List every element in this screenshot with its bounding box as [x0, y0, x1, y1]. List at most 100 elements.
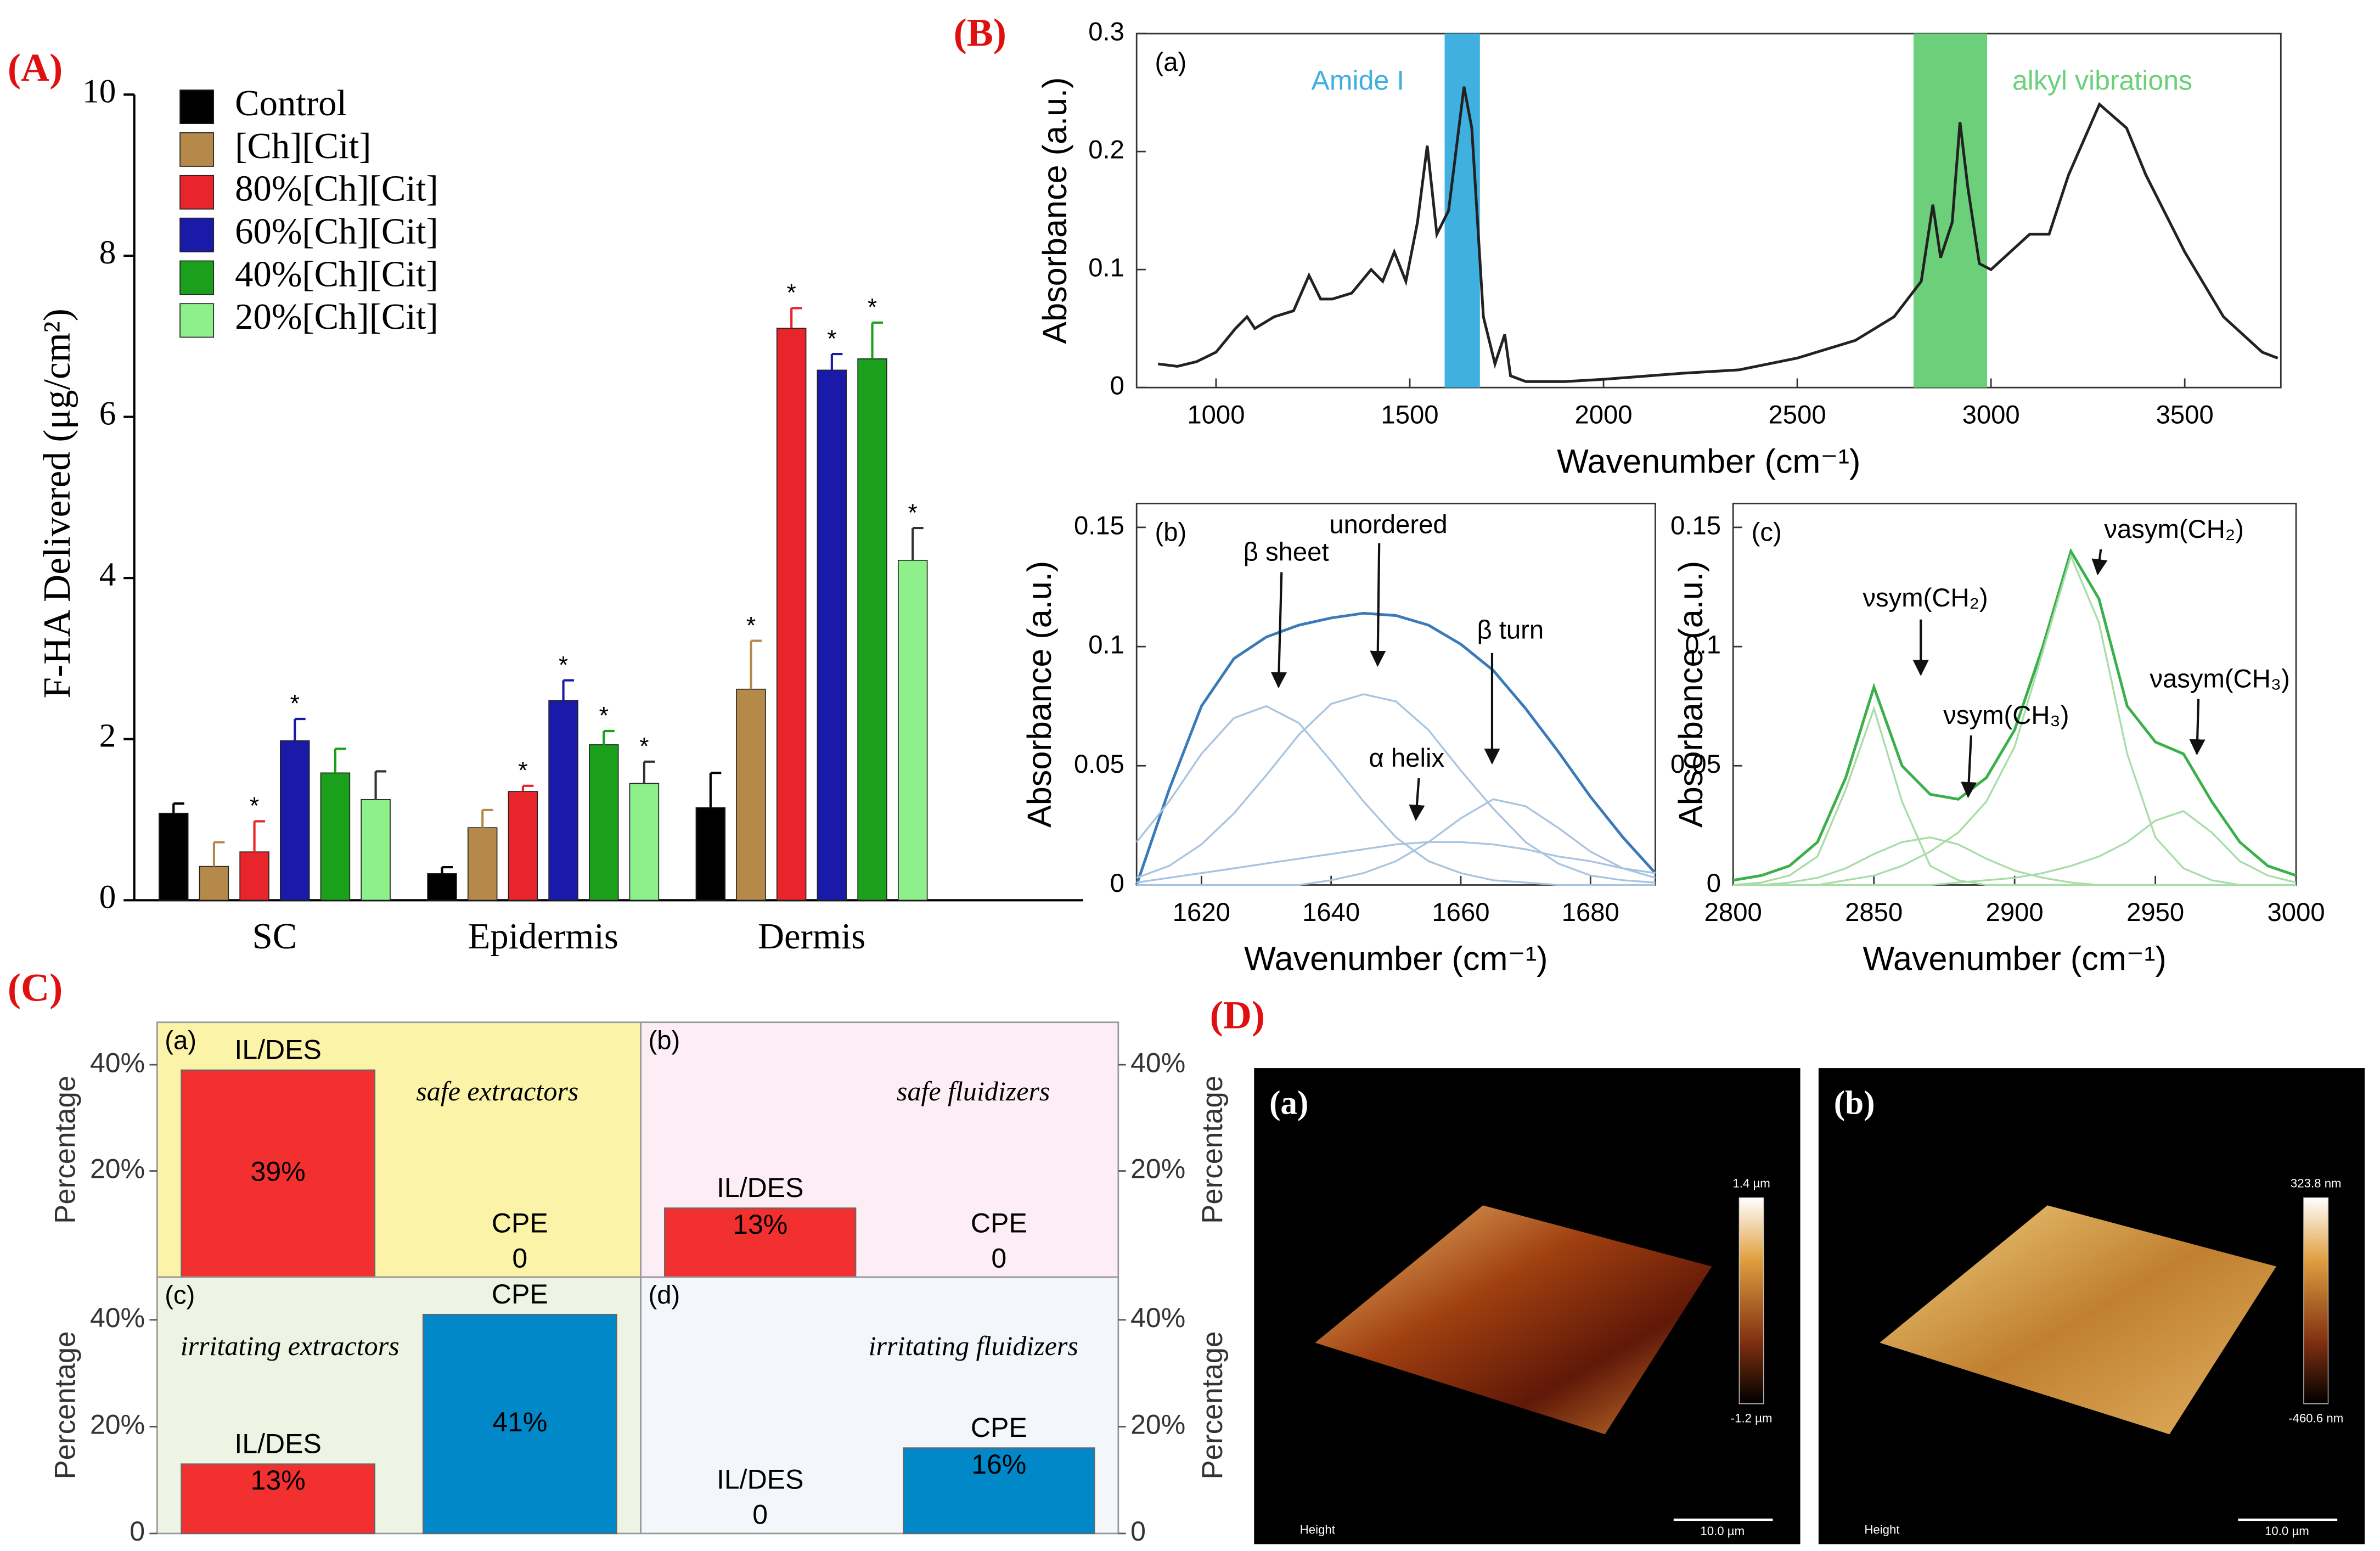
x-axis-label: Wavenumber (cm⁻¹)	[1244, 940, 1548, 977]
y-tick-label: 0.3	[1088, 18, 1124, 47]
x-tick-label: 2900	[1986, 898, 2044, 927]
line-series	[1136, 693, 1656, 884]
y-tick-label: 2	[99, 717, 116, 755]
x-tick-label: 2800	[1704, 898, 1762, 927]
panel-tag: (c)	[165, 1281, 195, 1310]
y-tick-label: 4	[99, 556, 116, 593]
y-tick-label: 20%	[90, 1154, 145, 1184]
line-series	[1135, 611, 1657, 886]
afm-surface	[1880, 1205, 2276, 1435]
y-tick-label: 40%	[1130, 1047, 1185, 1078]
bar	[548, 700, 578, 901]
bar	[422, 1313, 617, 1535]
line-series	[1135, 705, 1656, 886]
legend-swatch	[179, 175, 215, 210]
x-tick-label: 1640	[1302, 898, 1360, 927]
afm-colorbar	[2303, 1197, 2329, 1404]
bar	[508, 791, 538, 901]
x-tick-label: 2500	[1769, 400, 1826, 429]
legend-swatch	[179, 132, 215, 167]
annotation: α helix	[1369, 744, 1444, 773]
x-axis-label: Wavenumber (cm⁻¹)	[1557, 442, 1860, 480]
line-series	[1157, 86, 2278, 383]
line-series	[1136, 798, 1656, 886]
x-tick-label: 1500	[1381, 400, 1438, 429]
annotation: νasym(CH₃)	[2150, 664, 2289, 693]
bar	[280, 740, 310, 901]
legend-swatch	[179, 303, 215, 338]
y-tick-label: 0.1	[1088, 631, 1124, 660]
panel-tag: (d)	[649, 1281, 680, 1310]
significance-mark: *	[908, 499, 918, 526]
band-label: alkyl vibrations	[2012, 65, 2192, 95]
x-tick-label: 3000	[1962, 400, 2020, 429]
value-label: 39%	[251, 1156, 306, 1187]
x-tick-label: 2000	[1574, 400, 1632, 429]
panel-label: (A)	[8, 46, 63, 89]
bar	[361, 799, 391, 901]
y-tick-label: 20%	[1130, 1409, 1185, 1440]
category-label: IL/DES	[234, 1428, 322, 1459]
afm-tag: (a)	[1269, 1084, 1308, 1122]
afm-caption: Height	[1864, 1522, 1900, 1536]
band	[1913, 33, 1988, 388]
plot-frame	[1135, 503, 1656, 886]
legend-label: 80%[Ch][Cit]	[235, 169, 438, 209]
significance-mark: *	[787, 279, 796, 306]
bar	[588, 744, 619, 901]
category-label: IL/DES	[717, 1172, 804, 1203]
y-axis-label: F-HA Delivered (μg/cm²)	[36, 308, 78, 698]
bar	[467, 827, 498, 901]
y-tick-label: 10	[82, 72, 116, 110]
category-label: CPE	[492, 1208, 548, 1239]
legend-swatch	[179, 260, 215, 295]
y-tick-label: 8	[99, 234, 116, 271]
value-label: 41%	[492, 1407, 547, 1437]
x-tick-label: 3000	[2268, 898, 2325, 927]
y-tick-label: 40%	[90, 1047, 145, 1078]
x-axis-label: Wavenumber (cm⁻¹)	[1863, 940, 2167, 977]
legend-swatch	[179, 217, 215, 252]
y-tick-label: 0	[1707, 869, 1721, 898]
significance-mark: *	[746, 612, 756, 639]
bar	[736, 688, 766, 901]
significance-mark: *	[599, 703, 609, 729]
bar	[776, 328, 807, 901]
bar	[199, 866, 229, 901]
y-axis-label: Percentage	[49, 1331, 81, 1479]
category-label: CPE	[971, 1208, 1027, 1239]
value-label: 13%	[251, 1465, 306, 1496]
panel-label: (C)	[8, 966, 63, 1010]
category-label: IL/DES	[234, 1035, 322, 1065]
y-tick-label: 0	[1110, 372, 1124, 401]
y-tick-label: 40%	[1130, 1302, 1185, 1333]
colorbar-min: -460.6 nm	[2288, 1411, 2343, 1425]
y-axis-label: Percentage	[49, 1076, 81, 1224]
afm-tag: (b)	[1834, 1084, 1875, 1122]
value-label: 16%	[971, 1449, 1026, 1480]
annotation-arrow	[1961, 735, 1977, 799]
category-label: CPE	[492, 1279, 548, 1310]
plot-frame	[1732, 503, 2297, 886]
significance-mark: *	[250, 793, 259, 819]
significance-mark: *	[639, 733, 649, 760]
annotation-arrow	[2189, 699, 2205, 756]
legend-label: 60%[Ch][Cit]	[235, 211, 438, 251]
colorbar-min: -1.2 µm	[1731, 1411, 1773, 1425]
bar	[239, 851, 269, 901]
panel-tag: (b)	[649, 1026, 680, 1055]
significance-mark: *	[868, 294, 877, 321]
value-label: 13%	[733, 1209, 787, 1240]
annotation: νsym(CH₂)	[1863, 583, 1988, 612]
x-tick-label: 1000	[1187, 400, 1245, 429]
panel-title: safe extractors	[416, 1076, 578, 1106]
panel-tag: (b)	[1155, 518, 1187, 547]
y-tick-label: 0.1	[1088, 254, 1124, 283]
bar	[857, 358, 887, 901]
bar	[181, 1069, 376, 1278]
y-tick-label: 0	[130, 1516, 145, 1547]
annotation: unordered	[1329, 510, 1447, 540]
annotation-arrow	[1270, 572, 1287, 688]
bar	[427, 873, 457, 901]
